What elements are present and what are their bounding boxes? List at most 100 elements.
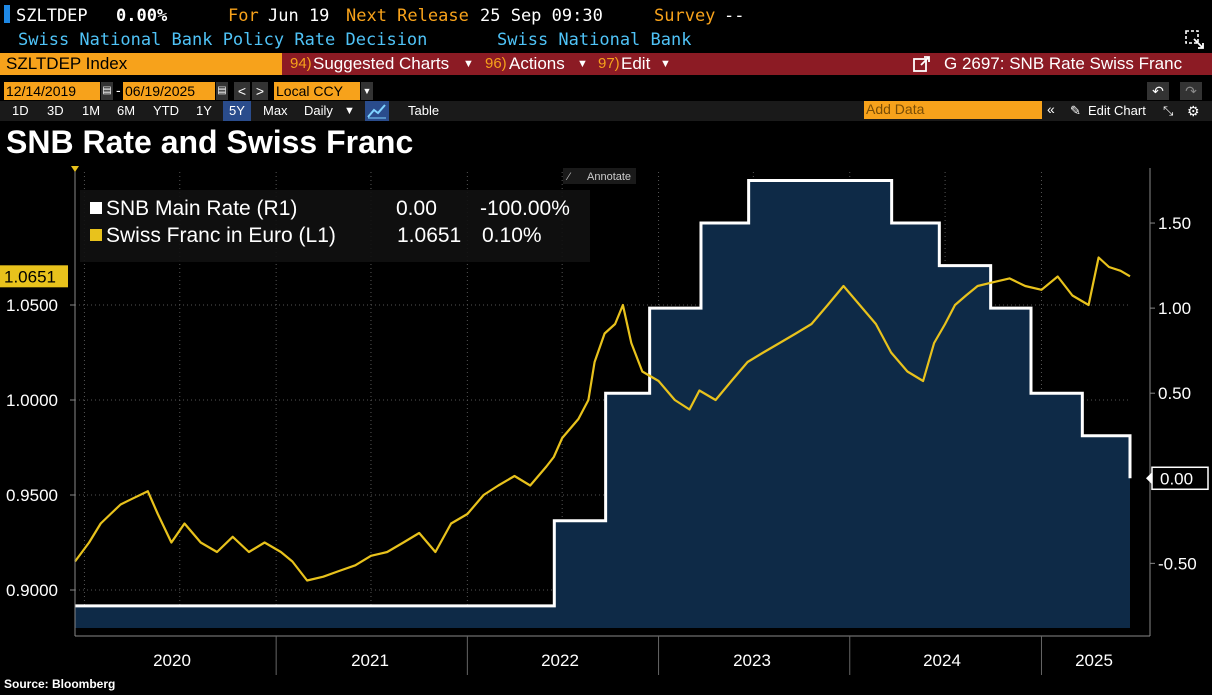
x-tick-label: 2023: [733, 651, 771, 670]
pencil-icon: ⁄: [565, 171, 572, 183]
suggested-charts-number: 94): [290, 55, 312, 72]
right-tick-label: 0.50: [1158, 384, 1191, 403]
chevron-down-icon: ▼: [577, 58, 588, 70]
x-tick-label: 2022: [541, 651, 579, 670]
for-date: Jun 19: [268, 6, 330, 26]
ticker: SZLTDEP: [16, 6, 88, 26]
period-1m[interactable]: 1M: [82, 103, 101, 118]
menu-bar: SZLTDEP Index 94) Suggested Charts ▼ 96)…: [0, 53, 1212, 75]
franc-last-value-label: 1.0651: [4, 267, 56, 286]
chart-id: G 2697: SNB Rate Swiss Franc: [944, 54, 1183, 73]
calendar-icon[interactable]: ▤: [216, 82, 228, 100]
legend-series-value: 0.00: [396, 197, 437, 220]
chart-toolbar: 1D 3D 1M 6M YTD 1Y 5Y Max Daily ▼ Table …: [0, 101, 1212, 121]
chevron-down-icon: ▼: [660, 58, 671, 70]
chevron-down-icon: ▼: [344, 105, 355, 117]
period-5y[interactable]: 5Y: [223, 101, 251, 121]
period-ytd[interactable]: YTD: [153, 103, 179, 118]
date-range-controls: 12/14/2019 ▤ - 06/19/2025 ▤ < > Local CC…: [0, 81, 1212, 101]
security-marker: [4, 5, 10, 23]
pencil-icon: ✎: [1070, 103, 1081, 118]
x-tick-label: 2024: [923, 651, 961, 670]
survey-value: --: [724, 6, 745, 26]
legend-background: [80, 190, 590, 262]
end-date-field[interactable]: 06/19/2025: [123, 82, 215, 100]
legend: SNB Main Rate (R1) 0.00 -100.00% Swiss Fran…: [80, 190, 590, 262]
actions-menu[interactable]: Actions: [509, 54, 565, 73]
legend-series-name: SNB Main Rate (R1): [106, 197, 297, 220]
prev-period-button[interactable]: <: [234, 82, 250, 100]
x-tick-label: 2021: [351, 651, 389, 670]
x-tick-label: 2025: [1075, 651, 1113, 670]
right-tick-label: 1.00: [1158, 299, 1191, 318]
chevron-down-icon: ▼: [463, 58, 474, 70]
add-data-input[interactable]: Add Data: [864, 101, 1042, 119]
chart: 0.9000 0.9500 1.0000 1.0500 -0.50 0.00 0.50 1.0…: [0, 166, 1209, 675]
annotate-label: Annotate: [587, 171, 631, 183]
legend-series-name: Swiss Franc in Euro (L1): [106, 224, 336, 247]
security-header: SZLTDEP 0.00% For Jun 19 Next Release 25…: [0, 4, 1212, 28]
left-axis-marker: [71, 166, 79, 172]
export-icon[interactable]: [1185, 30, 1205, 55]
period-1y[interactable]: 1Y: [196, 103, 212, 118]
security-tab[interactable]: SZLTDEP Index: [0, 53, 282, 75]
chevron-down-icon[interactable]: ▼: [361, 82, 373, 100]
source-organization: Swiss National Bank: [497, 30, 692, 50]
line-chart-icon[interactable]: [365, 101, 389, 121]
undo-icon[interactable]: ↶: [1147, 82, 1169, 100]
survey-label: Survey: [654, 6, 716, 26]
x-tick-label: 2020: [153, 651, 191, 670]
period-max[interactable]: Max: [263, 103, 288, 118]
redo-icon[interactable]: ↷: [1180, 82, 1202, 100]
period-3d[interactable]: 3D: [47, 103, 64, 118]
franc-line: [74, 256, 1131, 582]
axes-layer: 0.9000 0.9500 1.0000 1.0500 -0.50 0.00 0.50 1.0…: [0, 166, 1209, 675]
next-period-button[interactable]: >: [252, 82, 268, 100]
security-tab-label: SZLTDEP Index: [6, 54, 128, 73]
rate-area: [75, 180, 1130, 629]
next-release-date: 25 Sep 09:30: [480, 6, 603, 26]
franc-last-value-badge: [0, 265, 68, 288]
right-tick-label: 1.50: [1158, 214, 1191, 233]
legend-series-change: -100.00%: [480, 197, 570, 220]
rate-line: [75, 179, 1132, 608]
for-label: For: [228, 6, 259, 26]
left-tick-label: 1.0000: [6, 391, 58, 410]
source-note: Source: Bloomberg: [4, 677, 116, 691]
table-button[interactable]: Table: [408, 103, 440, 118]
open-external-icon[interactable]: [913, 55, 931, 78]
gear-icon[interactable]: ⚙: [1187, 103, 1200, 119]
collapse-icon[interactable]: «: [1047, 101, 1055, 117]
security-description-row: Swiss National Bank Policy Rate Decision…: [0, 30, 1212, 52]
start-date-field[interactable]: 12/14/2019: [4, 82, 100, 100]
page-title: SNB Rate and Swiss Franc: [6, 124, 414, 160]
right-tick-label: -0.50: [1158, 554, 1197, 573]
rate-last-value-pointer: [1146, 472, 1152, 485]
resize-icon[interactable]: ⤡: [1163, 103, 1174, 118]
currency-select[interactable]: Local CCY: [274, 82, 360, 100]
security-description: Swiss National Bank Policy Rate Decision: [18, 30, 428, 50]
rate-last-value-label: 0.00: [1160, 469, 1193, 488]
legend-series-value: 1.0651: [397, 224, 461, 247]
actions-number: 96): [485, 55, 507, 72]
legend-swatch: [90, 202, 102, 214]
legend-series-change: 0.10%: [482, 224, 542, 247]
date-separator: -: [116, 82, 121, 98]
annotate-button[interactable]: ⁄ Annotate: [563, 168, 636, 184]
edit-number: 97): [598, 55, 620, 72]
next-release-label: Next Release: [346, 6, 469, 26]
franc-series-layer: [74, 256, 1131, 582]
period-6m[interactable]: 6M: [117, 103, 136, 118]
left-tick-label: 1.0500: [6, 296, 58, 315]
left-tick-label: 0.9500: [6, 486, 58, 505]
period-1d[interactable]: 1D: [12, 103, 29, 118]
left-tick-label: 0.9000: [6, 581, 58, 600]
edit-chart-button[interactable]: Edit Chart: [1088, 103, 1146, 118]
frequency-select[interactable]: Daily: [304, 103, 333, 118]
rate-series-layer: [75, 179, 1132, 629]
suggested-charts-menu[interactable]: Suggested Charts: [313, 54, 450, 73]
calendar-icon[interactable]: ▤: [101, 82, 113, 100]
edit-menu[interactable]: Edit: [621, 54, 651, 73]
legend-swatch: [90, 229, 102, 241]
current-value: 0.00%: [116, 6, 168, 26]
